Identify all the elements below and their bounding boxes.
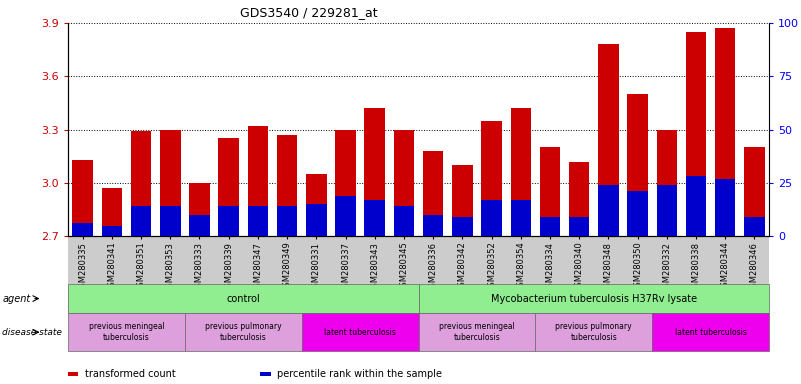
Text: Mycobacterium tuberculosis H37Rv lysate: Mycobacterium tuberculosis H37Rv lysate	[491, 293, 697, 304]
Bar	[452, 165, 473, 236]
Bar	[189, 215, 210, 236]
Bar	[336, 130, 356, 236]
Bar	[540, 217, 560, 236]
Bar	[277, 206, 297, 236]
Bar	[715, 179, 735, 236]
Bar	[510, 108, 531, 236]
Bar	[744, 147, 765, 236]
Bar	[102, 225, 122, 236]
Text: latent tuberculosis: latent tuberculosis	[324, 328, 396, 337]
Bar	[394, 130, 414, 236]
Bar	[72, 160, 93, 236]
Bar	[364, 108, 385, 236]
Bar	[569, 217, 590, 236]
Bar	[394, 206, 414, 236]
Text: GDS3540 / 229281_at: GDS3540 / 229281_at	[240, 6, 378, 19]
Bar	[219, 206, 239, 236]
Bar	[160, 206, 180, 236]
Bar	[540, 147, 560, 236]
Bar	[248, 126, 268, 236]
Bar	[364, 200, 385, 236]
Text: disease state: disease state	[2, 328, 62, 337]
Bar	[277, 135, 297, 236]
Bar	[686, 32, 706, 236]
Bar	[598, 45, 618, 236]
Text: previous pulmonary
tuberculosis: previous pulmonary tuberculosis	[205, 323, 282, 342]
Bar	[569, 162, 590, 236]
Bar	[657, 130, 677, 236]
Bar	[423, 151, 443, 236]
Bar	[336, 196, 356, 236]
Bar	[686, 177, 706, 236]
Bar	[657, 185, 677, 236]
Bar	[219, 139, 239, 236]
Bar	[131, 131, 151, 236]
Text: percentile rank within the sample: percentile rank within the sample	[277, 369, 442, 379]
Text: latent tuberculosis: latent tuberculosis	[674, 328, 747, 337]
Bar	[102, 188, 122, 236]
Text: control: control	[227, 293, 260, 304]
Bar	[627, 94, 648, 236]
Bar	[248, 206, 268, 236]
Bar	[452, 217, 473, 236]
Text: previous meningeal
tuberculosis: previous meningeal tuberculosis	[439, 323, 515, 342]
Bar	[306, 204, 327, 236]
Bar	[72, 223, 93, 236]
Bar	[189, 183, 210, 236]
Text: previous pulmonary
tuberculosis: previous pulmonary tuberculosis	[555, 323, 632, 342]
Bar	[627, 191, 648, 236]
Bar	[510, 200, 531, 236]
Bar	[481, 121, 501, 236]
Bar	[160, 130, 180, 236]
Bar	[744, 217, 765, 236]
Bar	[598, 185, 618, 236]
Bar	[715, 28, 735, 236]
Bar	[423, 215, 443, 236]
Text: transformed count: transformed count	[85, 369, 175, 379]
Text: previous meningeal
tuberculosis: previous meningeal tuberculosis	[89, 323, 164, 342]
Bar	[481, 200, 501, 236]
Bar	[306, 174, 327, 236]
Bar	[131, 206, 151, 236]
Text: agent: agent	[2, 293, 30, 304]
